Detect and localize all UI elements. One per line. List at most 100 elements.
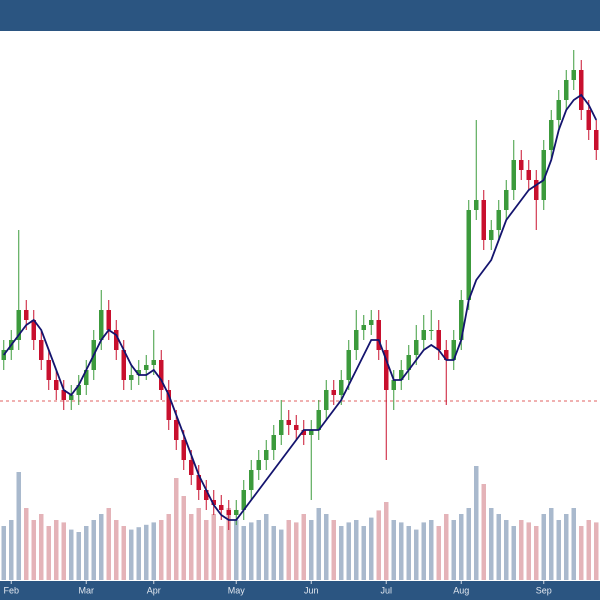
candle-body — [84, 370, 89, 385]
candle-body — [151, 360, 156, 365]
volume-bar — [354, 520, 359, 580]
candle-body — [241, 490, 246, 510]
volume-bar — [286, 520, 291, 580]
candle-body — [174, 420, 179, 440]
candle-body — [376, 320, 381, 350]
candle-body — [114, 330, 119, 350]
volume-bar — [466, 508, 471, 580]
volume-bar — [166, 514, 171, 580]
volume-bar — [451, 520, 456, 580]
volume-bar — [241, 526, 246, 580]
candle-body — [556, 100, 561, 120]
candle-body — [361, 325, 366, 330]
x-tick-label: Jun — [304, 585, 319, 595]
volume-bar — [196, 508, 201, 580]
candle-body — [144, 365, 149, 370]
volume-bar — [144, 524, 149, 580]
volume-bar — [271, 526, 276, 580]
volume-bar — [219, 526, 224, 580]
candle-body — [279, 420, 284, 435]
volume-bar — [421, 522, 426, 580]
volume-bar — [459, 514, 464, 580]
candle-body — [421, 330, 426, 340]
header-bar — [0, 0, 600, 31]
candle-body — [31, 320, 36, 340]
candle-body — [249, 470, 254, 490]
volume-bar — [519, 520, 524, 580]
x-tick-label: Mar — [79, 585, 95, 595]
candle-body — [316, 410, 321, 430]
x-tick-label: Sep — [536, 585, 552, 595]
candle-body — [309, 430, 314, 435]
volume-bar — [121, 526, 126, 580]
candle-body — [46, 360, 51, 380]
candle-body — [24, 310, 29, 320]
candle-body — [129, 375, 134, 380]
candle-body — [181, 440, 186, 460]
candle-body — [564, 80, 569, 100]
candle-body — [61, 390, 66, 400]
candle-body — [99, 310, 104, 340]
volume-bar — [189, 514, 194, 580]
volume-bar — [399, 522, 404, 580]
candle-body — [339, 380, 344, 395]
volume-bar — [24, 508, 29, 580]
candle-body — [384, 350, 389, 390]
candle-body — [286, 420, 291, 425]
volume-bar — [564, 514, 569, 580]
candle-body — [474, 200, 479, 210]
x-tick-label: Feb — [3, 585, 19, 595]
x-tick-label: Aug — [453, 585, 469, 595]
volume-bar — [174, 478, 179, 580]
candle-body — [294, 425, 299, 430]
volume-bar — [414, 529, 419, 580]
candle-body — [489, 230, 494, 240]
volume-bar — [151, 522, 156, 580]
volume-bar — [429, 520, 434, 580]
candle-body — [549, 120, 554, 150]
candle-body — [256, 460, 261, 470]
candle-body — [54, 380, 59, 390]
volume-bar — [594, 522, 599, 580]
x-tick-label: Jul — [380, 585, 392, 595]
volume-bar — [474, 466, 479, 580]
volume-bar — [534, 526, 539, 580]
volume-bar — [571, 508, 576, 580]
price-layer — [0, 50, 600, 530]
volume-bar — [339, 526, 344, 580]
candle-body — [414, 340, 419, 355]
candle-body — [406, 355, 411, 370]
volume-bar — [549, 508, 554, 580]
candle-body — [579, 70, 584, 110]
volume-bar — [181, 496, 186, 580]
volume-bar — [114, 520, 119, 580]
candle-body — [331, 390, 336, 395]
volume-bar — [76, 532, 81, 580]
volume-bar — [106, 508, 111, 580]
volume-bar — [16, 472, 21, 580]
x-axis: Feb Mar Apr May Jun Jul Aug Sep — [3, 581, 552, 595]
candle-body — [166, 390, 171, 420]
volume-bar — [69, 529, 74, 580]
volume-bar — [489, 508, 494, 580]
volume-bar — [376, 510, 381, 580]
volume-bar — [504, 520, 509, 580]
volume-bar — [159, 520, 164, 580]
volume-bar — [99, 514, 104, 580]
candle-body — [271, 435, 276, 450]
volume-bar — [541, 514, 546, 580]
volume-bar — [54, 520, 59, 580]
candle-body — [496, 210, 501, 230]
volume-bar — [84, 526, 89, 580]
volume-bar — [309, 520, 314, 580]
volume-bar — [211, 514, 216, 580]
volume-bar — [556, 520, 561, 580]
volume-bar — [234, 520, 239, 580]
volume-bar — [39, 514, 44, 580]
volume-bar — [384, 502, 389, 580]
volume-bar — [369, 517, 374, 580]
candle-body — [204, 490, 209, 500]
candle-body — [459, 300, 464, 340]
candle-body — [429, 330, 434, 331]
